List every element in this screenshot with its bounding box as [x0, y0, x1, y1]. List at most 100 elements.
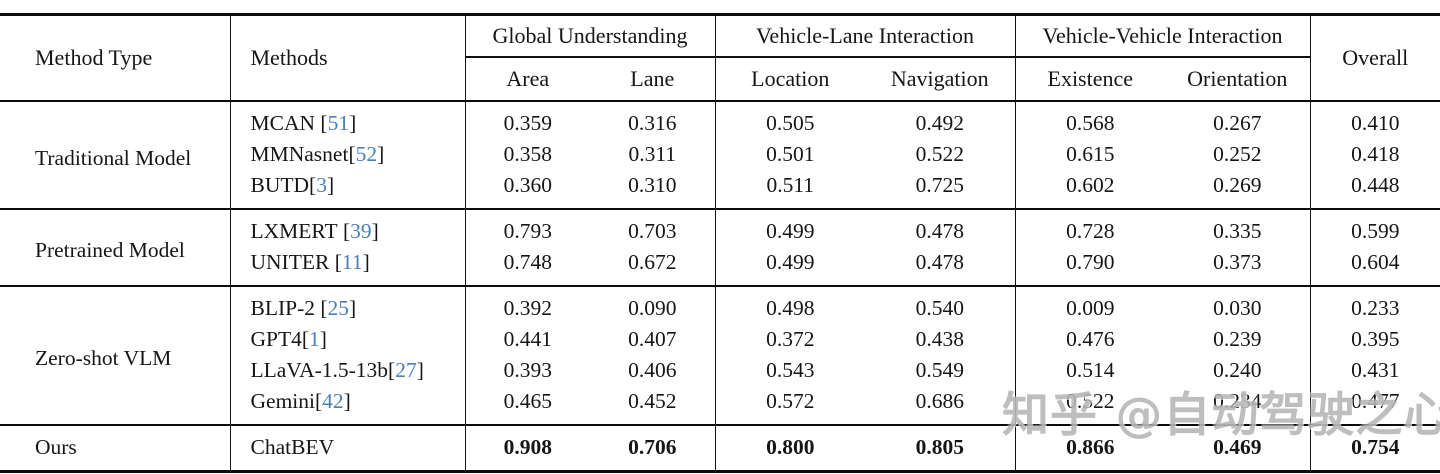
citation-bracket-close: ] [349, 111, 357, 135]
table-row: Pretrained Model LXMERT [39] 0.793 0.703 0.4… [0, 209, 1440, 286]
value-cell: 0.800 [766, 435, 815, 459]
value-cell: 0.615 [1066, 142, 1115, 166]
method-name: UNITER [250, 250, 335, 274]
value-cell: 0.469 [1165, 425, 1311, 472]
citation-bracket-close: ] [377, 142, 385, 166]
value-cell: 0.395 [1351, 327, 1400, 351]
value-cell: 0.492 [865, 101, 1016, 139]
method-name: MMNasnet [250, 142, 349, 166]
citation-link[interactable]: 52 [355, 142, 378, 166]
value-cell: 0.452 [590, 386, 716, 425]
column-header-navigation: Navigation [865, 57, 1016, 101]
method-name: LLaVA-1.5-13b [250, 358, 389, 382]
method-name: BLIP-2 [250, 296, 321, 320]
value-cell: 0.234 [1165, 386, 1311, 425]
value-cell: 0.360 [503, 173, 552, 197]
value-cell: 0.706 [590, 425, 716, 472]
value-cell: 0.568 [1066, 111, 1115, 135]
method-type-cell: Pretrained Model [0, 209, 231, 286]
value-cell: 0.239 [1165, 324, 1311, 355]
table-row: GPT4[1] 0.441 0.407 0.372 0.438 0.476 0.239 0.3… [0, 324, 1440, 355]
value-cell: 0.372 [766, 327, 815, 351]
value-cell: 0.728 [1066, 219, 1115, 243]
citation-link[interactable]: 1 [309, 327, 320, 351]
citation-link[interactable]: 27 [395, 358, 417, 382]
value-cell: 0.549 [865, 355, 1016, 386]
group-header-global-understanding: Global Understanding [465, 14, 716, 58]
value-cell: 0.908 [503, 435, 552, 459]
value-cell: 0.438 [865, 324, 1016, 355]
value-cell: 0.090 [590, 286, 716, 324]
citation-link[interactable]: 3 [316, 173, 327, 197]
citation-bracket-close: ] [362, 250, 370, 274]
method-cell: LXMERT [39] [230, 209, 466, 247]
method-type-cell: Ours [0, 425, 231, 472]
column-header-area: Area [506, 66, 550, 91]
table-header: Method Type Methods Global Understanding… [0, 14, 1440, 101]
value-cell: 0.499 [766, 250, 815, 274]
results-table: Method Type Methods Global Understanding… [0, 13, 1440, 473]
citation-bracket-close: ] [371, 219, 379, 243]
value-cell: 0.310 [590, 170, 716, 209]
citation-link[interactable]: 39 [350, 219, 372, 243]
citation-link[interactable]: 25 [327, 296, 350, 320]
column-header-location: Location [751, 66, 830, 91]
value-cell: 0.393 [503, 358, 552, 382]
method-cell: Gemini[42] [230, 386, 466, 425]
citation-link[interactable]: 11 [341, 250, 363, 274]
table-row: BUTD[3] 0.360 0.310 0.511 0.725 0.602 0.269 0.4… [0, 170, 1440, 209]
citation-link[interactable]: 42 [322, 389, 344, 413]
citation-bracket-open: [ [315, 389, 323, 413]
method-name: BUTD [250, 173, 310, 197]
value-cell: 0.540 [865, 286, 1016, 324]
value-cell: 0.505 [766, 111, 815, 135]
value-cell: 0.499 [766, 219, 815, 243]
value-cell: 0.335 [1165, 209, 1311, 247]
citation-bracket-open: [ [388, 358, 396, 382]
value-cell: 0.543 [766, 358, 815, 382]
value-cell: 0.754 [1351, 435, 1400, 459]
method-cell: MCAN [51] [230, 101, 466, 139]
value-cell: 0.477 [1351, 389, 1400, 413]
method-name: LXMERT [250, 219, 343, 243]
citation-link[interactable]: 51 [327, 111, 350, 135]
value-cell: 0.418 [1351, 142, 1400, 166]
value-cell: 0.672 [590, 247, 716, 286]
value-cell: 0.267 [1165, 101, 1311, 139]
citation-bracket-close: ] [343, 389, 351, 413]
citation-bracket-close: ] [349, 296, 357, 320]
table-row: Traditional Model MCAN [51] 0.359 0.316 0.50… [0, 101, 1440, 209]
column-header-method-type: Method Type [0, 14, 231, 101]
value-cell: 0.392 [503, 296, 552, 320]
value-cell: 0.478 [865, 209, 1016, 247]
value-cell: 0.572 [766, 389, 815, 413]
value-cell: 0.448 [1351, 173, 1400, 197]
table-row: Ours ChatBEV 0.908 0.706 0.800 0.805 0.866 0.46… [0, 425, 1440, 472]
value-cell: 0.441 [503, 327, 552, 351]
value-cell: 0.686 [865, 386, 1016, 425]
table-row: Gemini[42] 0.465 0.452 0.572 0.686 0.522 0.234… [0, 386, 1440, 425]
table-row: Zero-shot VLM BLIP-2 [25] 0.392 0.090 0.498 0… [0, 286, 1440, 425]
column-header-existence: Existence [1047, 66, 1134, 91]
value-cell: 0.431 [1351, 358, 1400, 382]
value-cell: 0.233 [1351, 296, 1400, 320]
citation-bracket-open: [ [334, 250, 342, 274]
value-cell: 0.522 [865, 139, 1016, 170]
value-cell: 0.725 [865, 170, 1016, 209]
results-table-wrapper: Method Type Methods Global Understanding… [0, 13, 1440, 473]
method-type-cell: Traditional Model [0, 101, 231, 209]
group-header-vehicle-vehicle-interaction: Vehicle-Vehicle Interaction [1015, 14, 1311, 58]
method-cell: BUTD[3] [230, 170, 466, 209]
citation-bracket-open: [ [348, 142, 356, 166]
column-header-methods: Methods [230, 14, 466, 101]
method-cell: LLaVA-1.5-13b[27] [230, 355, 466, 386]
value-cell: 0.498 [766, 296, 815, 320]
method-name: GPT4 [250, 327, 302, 351]
value-cell: 0.406 [590, 355, 716, 386]
value-cell: 0.522 [1066, 389, 1115, 413]
method-cell: GPT4[1] [230, 324, 466, 355]
method-type-cell: Zero-shot VLM [0, 286, 231, 425]
section-ours: Ours ChatBEV 0.908 0.706 0.800 0.805 0.866 0.46… [0, 425, 1440, 472]
method-cell: UNITER [11] [230, 247, 466, 286]
value-cell: 0.373 [1165, 247, 1311, 286]
